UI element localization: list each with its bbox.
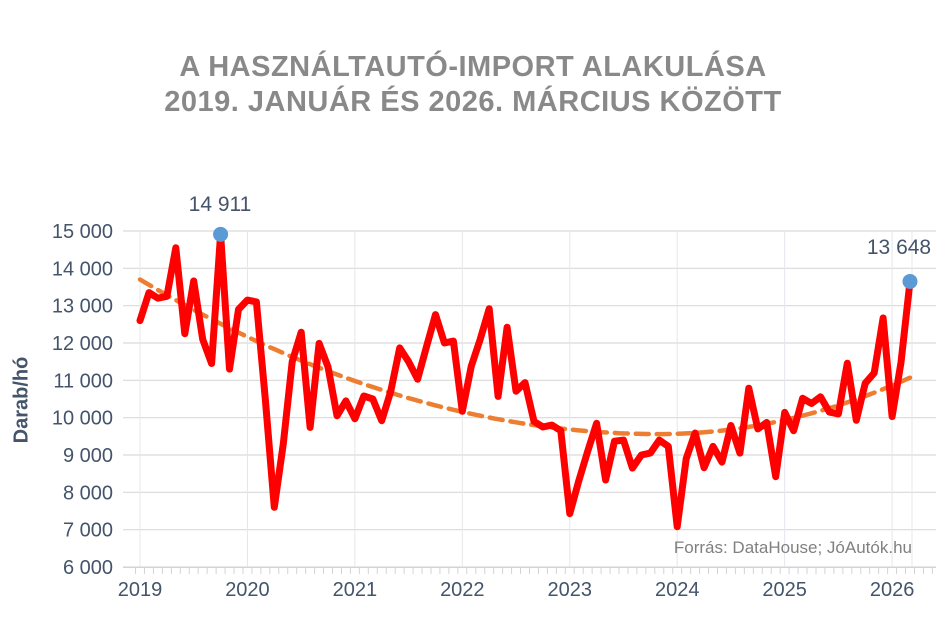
y-tick-label: 13 000 <box>52 296 113 318</box>
x-year-label: 2020 <box>225 579 270 601</box>
peak-annotation-2026: 13 648 <box>866 236 932 259</box>
x-year-label: 2022 <box>440 579 485 601</box>
x-year-label: 2021 <box>333 579 378 601</box>
y-tick-label: 12 000 <box>52 333 113 355</box>
y-tick-label: 6 000 <box>63 557 113 579</box>
peak-annotation-2019: 14 911 <box>188 193 252 216</box>
y-axis-title: Darab/hó <box>10 356 33 444</box>
y-tick-label: 10 000 <box>52 408 113 430</box>
y-tick-label: 15 000 <box>52 221 113 243</box>
x-year-label: 2023 <box>548 579 593 601</box>
chart-title-line1: A HASZNÁLTAUTÓ-IMPORT ALAKULÁSA <box>179 51 767 83</box>
y-tick-label: 14 000 <box>52 258 113 280</box>
y-tick-label: 7 000 <box>63 520 113 542</box>
x-year-label: 2019 <box>118 579 163 601</box>
y-tick-label: 9 000 <box>63 445 113 467</box>
x-year-label: 2025 <box>762 579 807 601</box>
chart-title-line2: 2019. JANUÁR ÉS 2026. MÁRCIUS KÖZÖTT <box>164 86 782 118</box>
x-year-label: 2026 <box>870 579 915 601</box>
annotation-marker-dot <box>902 273 918 289</box>
annotation-marker-dot <box>213 226 229 242</box>
y-tick-label: 11 000 <box>53 370 113 392</box>
source-credit: Forrás: DataHouse; JóAutók.hu <box>673 538 912 557</box>
import-line <box>136 230 914 531</box>
y-tick-label: 8 000 <box>63 482 113 504</box>
chart-title: A HASZNÁLTAUTÓ-IMPORT ALAKULÁSA 2019. JA… <box>0 50 946 120</box>
x-year-label: 2024 <box>655 579 700 601</box>
